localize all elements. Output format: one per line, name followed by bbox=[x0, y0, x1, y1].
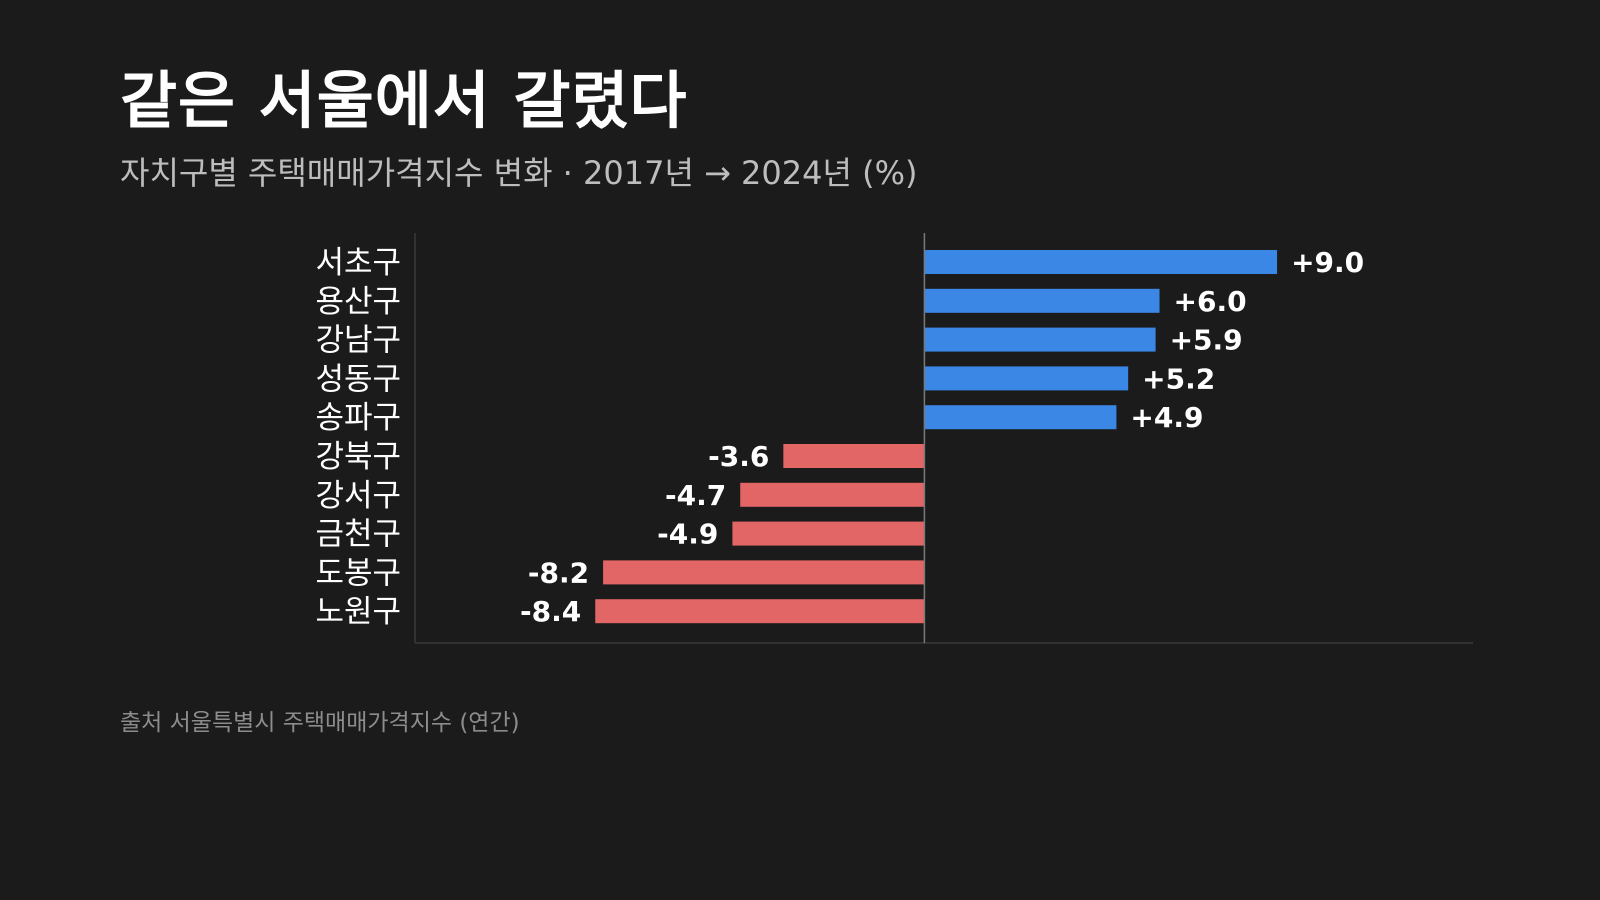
bar-0 bbox=[924, 250, 1278, 274]
value-label: +5.9 bbox=[1170, 324, 1243, 357]
value-label: -8.4 bbox=[520, 595, 581, 628]
value-label: +6.0 bbox=[1174, 285, 1247, 318]
value-label: +9.0 bbox=[1291, 246, 1364, 279]
value-label: -3.6 bbox=[708, 440, 769, 473]
category-label: 강서구 bbox=[315, 478, 401, 514]
value-label: -4.7 bbox=[665, 479, 726, 512]
value-label: +5.2 bbox=[1142, 362, 1215, 395]
chart-title: 같은 서울에서 갈렸다 bbox=[120, 64, 688, 137]
bars-group bbox=[595, 250, 1278, 624]
bar-7 bbox=[732, 521, 925, 546]
category-label: 강남구 bbox=[315, 323, 401, 359]
bar-8 bbox=[603, 560, 925, 585]
category-label: 금천구 bbox=[315, 517, 401, 553]
category-label: 강북구 bbox=[315, 439, 401, 475]
source-note: 출처 서울특별시 주택매매가격지수 (연간) bbox=[120, 710, 520, 736]
bar-9 bbox=[595, 599, 925, 624]
value-label: -8.2 bbox=[528, 556, 589, 589]
bar-4 bbox=[924, 405, 1117, 430]
axes-group bbox=[414, 233, 1473, 644]
bar-3 bbox=[924, 366, 1129, 391]
category-label: 노원구 bbox=[315, 594, 401, 630]
bar-5 bbox=[783, 444, 925, 468]
value-labels-group: +9.0 +6.0 +5.9 +5.2 +4.9 -3.6 -4.7 -4.9 -8.2 -8.4 bbox=[520, 246, 1364, 628]
category-label: 송파구 bbox=[315, 400, 401, 436]
value-label: -4.9 bbox=[657, 518, 718, 551]
category-label: 서초구 bbox=[315, 245, 401, 281]
bar-2 bbox=[924, 327, 1156, 352]
category-label: 용산구 bbox=[315, 284, 401, 320]
chart-subtitle: 자치구별 주택매매가격지수 변화 · 2017년 → 2024년 (%) bbox=[120, 154, 918, 192]
bar-6 bbox=[740, 482, 925, 507]
category-label: 성동구 bbox=[315, 361, 401, 397]
bar-1 bbox=[924, 288, 1160, 313]
value-label: +4.9 bbox=[1130, 401, 1203, 434]
category-label: 도봉구 bbox=[315, 555, 401, 591]
